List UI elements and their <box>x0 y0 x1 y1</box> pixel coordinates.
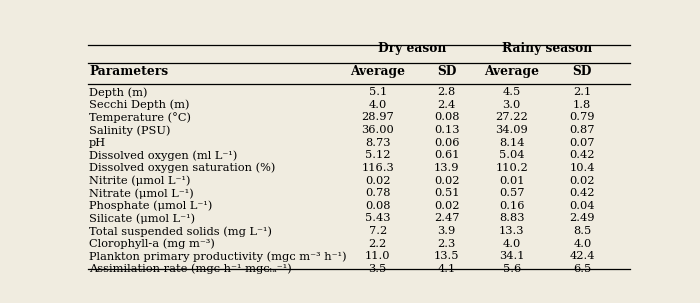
Text: 2.2: 2.2 <box>369 238 387 248</box>
Text: 27.22: 27.22 <box>496 112 528 122</box>
Text: 0.06: 0.06 <box>434 138 459 148</box>
Text: 8.5: 8.5 <box>573 226 592 236</box>
Text: 28.97: 28.97 <box>361 112 394 122</box>
Text: 4.1: 4.1 <box>438 264 456 274</box>
Text: 11.0: 11.0 <box>365 251 391 261</box>
Text: 10.4: 10.4 <box>570 163 595 173</box>
Text: 0.61: 0.61 <box>434 150 459 160</box>
Text: Silicate (μmol L⁻¹): Silicate (μmol L⁻¹) <box>89 213 195 224</box>
Text: 5.6: 5.6 <box>503 264 521 274</box>
Text: 0.57: 0.57 <box>499 188 524 198</box>
Text: Clorophyll-a (mg m⁻³): Clorophyll-a (mg m⁻³) <box>89 238 215 249</box>
Text: 5.43: 5.43 <box>365 213 391 223</box>
Text: 2.4: 2.4 <box>438 100 456 110</box>
Text: 3.0: 3.0 <box>503 100 521 110</box>
Text: 3.5: 3.5 <box>369 264 387 274</box>
Text: 36.00: 36.00 <box>361 125 394 135</box>
Text: Total suspended solids (mg L⁻¹): Total suspended solids (mg L⁻¹) <box>89 226 272 237</box>
Text: 8.73: 8.73 <box>365 138 391 148</box>
Text: 42.4: 42.4 <box>570 251 595 261</box>
Text: 13.5: 13.5 <box>434 251 459 261</box>
Text: 0.01: 0.01 <box>499 175 524 185</box>
Text: 0.02: 0.02 <box>365 175 391 185</box>
Text: Salinity (PSU): Salinity (PSU) <box>89 125 171 136</box>
Text: Average: Average <box>350 65 405 78</box>
Text: 2.47: 2.47 <box>434 213 459 223</box>
Text: 0.08: 0.08 <box>365 201 391 211</box>
Text: 0.02: 0.02 <box>570 175 595 185</box>
Text: 13.9: 13.9 <box>434 163 459 173</box>
Text: SD: SD <box>437 65 456 78</box>
Text: 0.78: 0.78 <box>365 188 391 198</box>
Text: 0.51: 0.51 <box>434 188 459 198</box>
Text: Average: Average <box>484 65 539 78</box>
Text: Dissolved oxygen saturation (%): Dissolved oxygen saturation (%) <box>89 163 276 174</box>
Text: Phosphate (μmol L⁻¹): Phosphate (μmol L⁻¹) <box>89 201 213 211</box>
Text: 0.13: 0.13 <box>434 125 459 135</box>
Text: 4.0: 4.0 <box>369 100 387 110</box>
Text: 0.16: 0.16 <box>499 201 524 211</box>
Text: 0.08: 0.08 <box>434 112 459 122</box>
Text: Secchi Depth (m): Secchi Depth (m) <box>89 100 190 110</box>
Text: Parameters: Parameters <box>89 65 168 78</box>
Text: 5.1: 5.1 <box>369 87 387 97</box>
Text: Dissolved oxygen (ml L⁻¹): Dissolved oxygen (ml L⁻¹) <box>89 150 237 161</box>
Text: pH: pH <box>89 138 106 148</box>
Text: 0.02: 0.02 <box>434 201 459 211</box>
Text: 2.8: 2.8 <box>438 87 456 97</box>
Text: SD: SD <box>573 65 592 78</box>
Text: Depth (m): Depth (m) <box>89 87 148 98</box>
Text: 0.04: 0.04 <box>570 201 595 211</box>
Text: Rainy season: Rainy season <box>502 42 592 55</box>
Text: 2.1: 2.1 <box>573 87 592 97</box>
Text: 4.5: 4.5 <box>503 87 521 97</box>
Text: 0.02: 0.02 <box>434 175 459 185</box>
Text: 0.07: 0.07 <box>570 138 595 148</box>
Text: Plankton primary productivity (mgᴄ m⁻³ h⁻¹): Plankton primary productivity (mgᴄ m⁻³ h… <box>89 251 346 262</box>
Text: 34.09: 34.09 <box>496 125 528 135</box>
Text: 7.2: 7.2 <box>369 226 387 236</box>
Text: Assimilation rate (mgᴄ h⁻¹ mgᴄₗₐ⁻¹): Assimilation rate (mgᴄ h⁻¹ mgᴄₗₐ⁻¹) <box>89 264 292 275</box>
Text: 8.83: 8.83 <box>499 213 524 223</box>
Text: Dry eason: Dry eason <box>378 42 446 55</box>
Text: 6.5: 6.5 <box>573 264 592 274</box>
Text: 5.04: 5.04 <box>499 150 524 160</box>
Text: 34.1: 34.1 <box>499 251 524 261</box>
Text: 0.42: 0.42 <box>570 150 595 160</box>
Text: 2.49: 2.49 <box>570 213 595 223</box>
Text: 8.14: 8.14 <box>499 138 524 148</box>
Text: 116.3: 116.3 <box>361 163 394 173</box>
Text: 0.79: 0.79 <box>570 112 595 122</box>
Text: Nitrate (μmol L⁻¹): Nitrate (μmol L⁻¹) <box>89 188 194 199</box>
Text: 13.3: 13.3 <box>499 226 524 236</box>
Text: 1.8: 1.8 <box>573 100 592 110</box>
Text: 0.42: 0.42 <box>570 188 595 198</box>
Text: 0.87: 0.87 <box>570 125 595 135</box>
Text: 5.12: 5.12 <box>365 150 391 160</box>
Text: 2.3: 2.3 <box>438 238 456 248</box>
Text: 3.9: 3.9 <box>438 226 456 236</box>
Text: 4.0: 4.0 <box>503 238 521 248</box>
Text: Nitrite (μmol L⁻¹): Nitrite (μmol L⁻¹) <box>89 175 190 186</box>
Text: 4.0: 4.0 <box>573 238 592 248</box>
Text: 110.2: 110.2 <box>496 163 528 173</box>
Text: Temperature (°C): Temperature (°C) <box>89 112 191 123</box>
